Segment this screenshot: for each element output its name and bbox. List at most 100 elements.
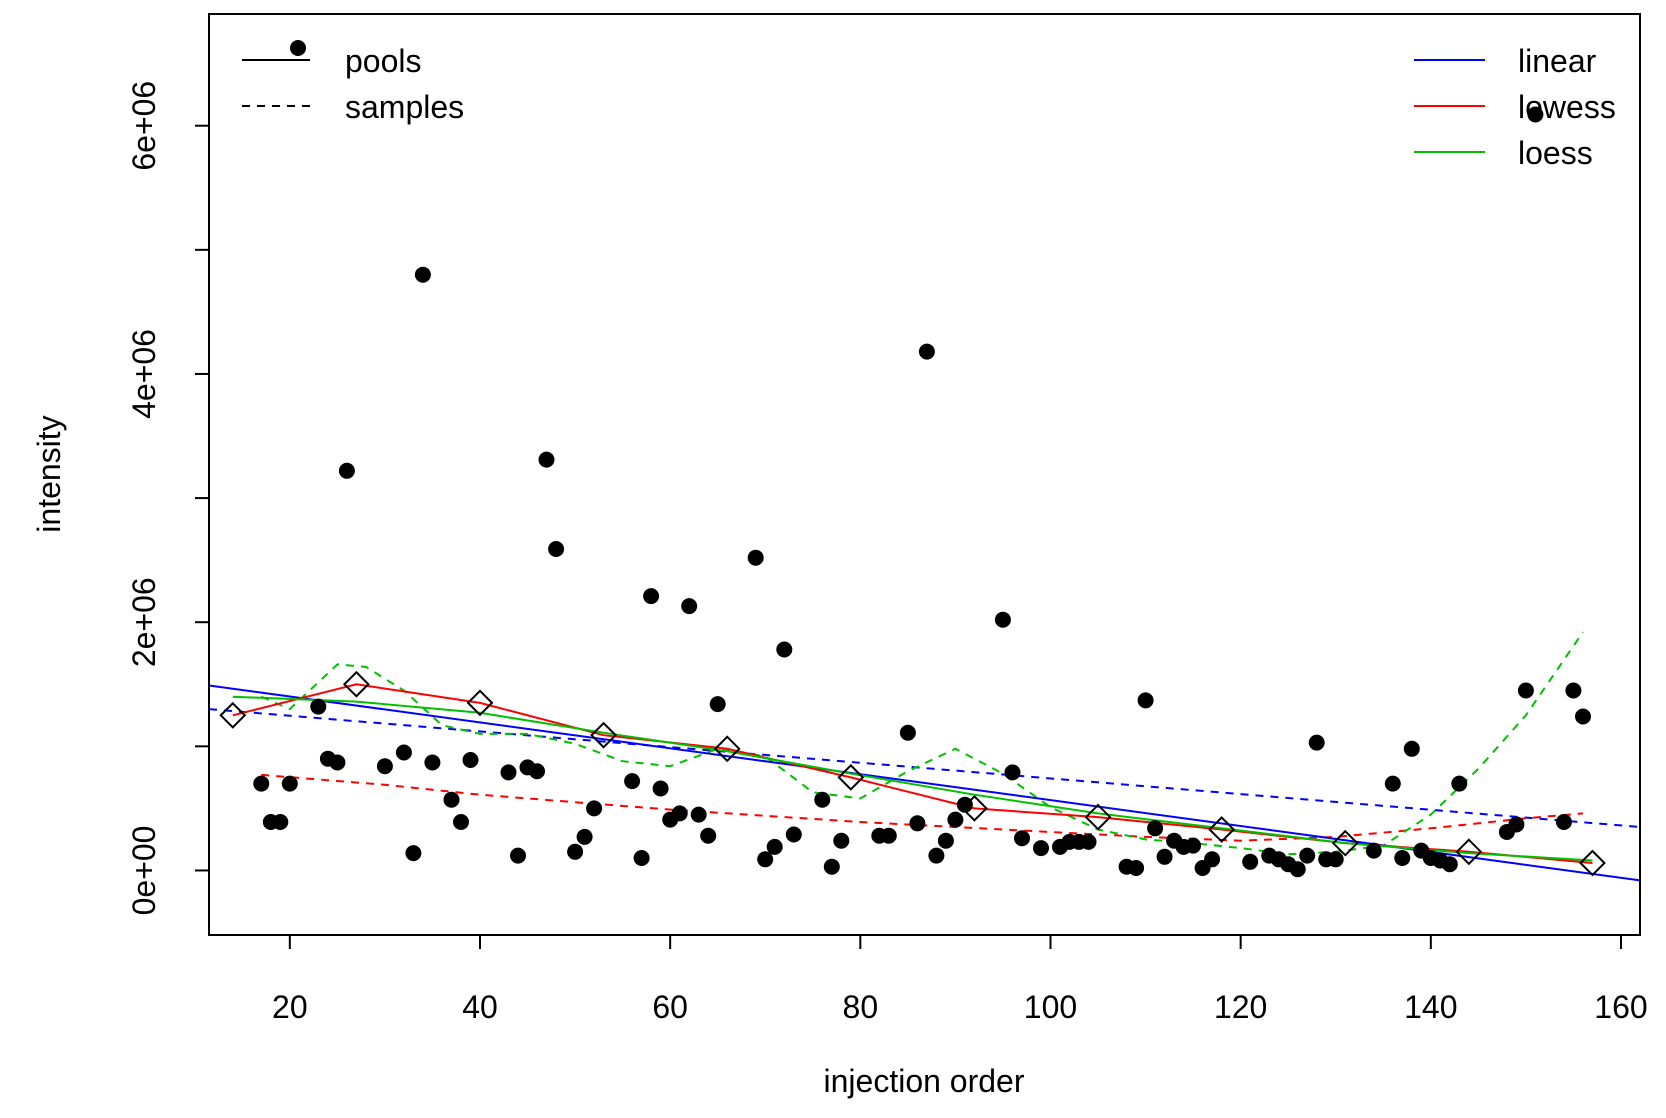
x-tick-label: 120	[1214, 989, 1267, 1025]
sample-point	[823, 858, 840, 875]
sample-point	[529, 763, 545, 780]
sample-point	[1365, 842, 1382, 859]
x-tick-label: 20	[272, 989, 308, 1025]
sample-point	[1555, 814, 1572, 830]
sample-point	[909, 815, 926, 832]
sample-point	[1527, 106, 1544, 123]
sample-point	[586, 800, 603, 817]
x-tick-label: 160	[1594, 989, 1647, 1025]
sample-point	[1004, 764, 1021, 781]
sample-point	[567, 843, 584, 860]
legend-style: pools samples	[242, 40, 464, 125]
sample-point	[1441, 856, 1458, 873]
sample-point	[652, 780, 669, 797]
sample-point	[633, 850, 650, 866]
sample-point	[1384, 775, 1401, 792]
sample-point	[928, 847, 945, 864]
sample-point	[833, 832, 850, 849]
sample-point	[1185, 837, 1202, 854]
sample-point	[1308, 734, 1325, 751]
sample-points	[253, 106, 1591, 878]
sample-point	[918, 343, 935, 360]
sample-point	[310, 698, 327, 715]
x-axis: 20 40 60 80 100 120 140 160	[272, 934, 1648, 1025]
pool-point	[590, 721, 618, 749]
sample-point	[1517, 682, 1534, 699]
sample-point	[1204, 851, 1221, 868]
sample-point	[376, 758, 393, 775]
sample-point	[1451, 775, 1468, 792]
sample-point	[395, 744, 412, 761]
sample-point	[1033, 840, 1049, 857]
legend-linear-label: linear	[1518, 43, 1597, 79]
sample-point	[576, 828, 593, 845]
y-tick-label: 6e+06	[126, 81, 162, 171]
sample-point	[747, 549, 764, 566]
sample-point	[1565, 682, 1582, 699]
x-tick-label: 60	[652, 989, 688, 1025]
sample-point	[272, 814, 289, 830]
sample-point	[757, 851, 774, 868]
sample-point	[1128, 860, 1145, 876]
sample-point	[538, 451, 555, 468]
sample-point	[253, 775, 270, 792]
sample-point	[785, 826, 802, 843]
pool-point	[713, 735, 741, 763]
legend-samples-label: samples	[345, 89, 464, 125]
sample-point	[1080, 833, 1097, 850]
sample-point	[671, 805, 688, 822]
y-axis: 0e+00 2e+06 4e+06 6e+06	[126, 81, 210, 916]
sample-point	[453, 814, 469, 830]
sample-point	[500, 764, 517, 781]
sample-point	[690, 806, 707, 823]
x-tick-label: 40	[462, 989, 498, 1025]
sample-point	[994, 611, 1011, 628]
legend-pools-marker	[290, 40, 306, 56]
sample-point	[443, 791, 460, 808]
sample-point	[681, 598, 698, 615]
y-tick-label: 2e+06	[126, 577, 162, 667]
pool-point	[219, 701, 247, 729]
sample-point	[1299, 847, 1316, 864]
pools-loess-fit-line	[232, 695, 1593, 862]
sample-point	[700, 827, 717, 844]
sample-point	[1242, 853, 1259, 870]
pool-points	[219, 670, 1606, 877]
sample-point	[1508, 816, 1525, 833]
samples-loess-fit-line	[260, 631, 1584, 856]
sample-point	[510, 847, 526, 864]
sample-point	[1156, 848, 1173, 865]
pool-point	[837, 763, 865, 791]
legend-loess-label: loess	[1518, 135, 1593, 171]
y-tick-label: 0e+00	[126, 826, 162, 916]
x-axis-label: injection order	[824, 1063, 1025, 1099]
sample-point	[624, 773, 641, 790]
legend-lowess-label: lowess	[1518, 89, 1616, 125]
sample-point	[1575, 708, 1591, 725]
legend-method: linear lowess loess	[1414, 43, 1616, 171]
sample-point	[1289, 861, 1306, 878]
sample-point	[548, 541, 565, 557]
sample-point	[414, 266, 431, 283]
pool-point	[466, 689, 494, 717]
sample-point	[880, 827, 897, 844]
pool-point	[961, 794, 988, 822]
sample-point	[338, 462, 355, 479]
sample-point	[462, 752, 479, 768]
y-axis-label: intensity	[31, 415, 67, 532]
sample-point	[1394, 850, 1411, 866]
legend-pools-label: pools	[345, 43, 422, 79]
sample-point	[776, 641, 793, 658]
x-tick-label: 140	[1404, 989, 1457, 1025]
sample-point	[1327, 851, 1344, 868]
pool-point	[1084, 803, 1112, 831]
sample-point	[329, 754, 346, 771]
sample-point	[937, 832, 954, 849]
sample-point	[1137, 692, 1154, 709]
sample-point	[899, 724, 916, 741]
sample-point	[1147, 820, 1164, 837]
sample-point	[1403, 740, 1420, 757]
pool-point	[342, 670, 370, 698]
